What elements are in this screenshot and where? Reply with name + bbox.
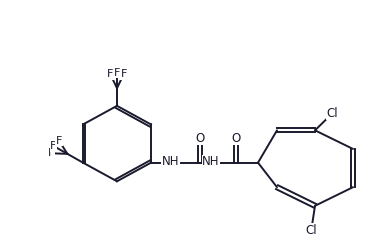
Text: O: O: [196, 132, 204, 145]
Text: Cl: Cl: [305, 223, 317, 237]
Text: F: F: [50, 141, 57, 151]
Text: F: F: [48, 148, 55, 158]
Text: NH: NH: [202, 155, 220, 168]
Text: Cl: Cl: [327, 106, 339, 119]
Text: F: F: [120, 69, 127, 79]
Text: F: F: [107, 69, 113, 79]
Text: O: O: [231, 132, 240, 145]
Text: NH: NH: [162, 155, 179, 168]
Text: F: F: [114, 68, 120, 77]
Text: F: F: [56, 136, 62, 146]
